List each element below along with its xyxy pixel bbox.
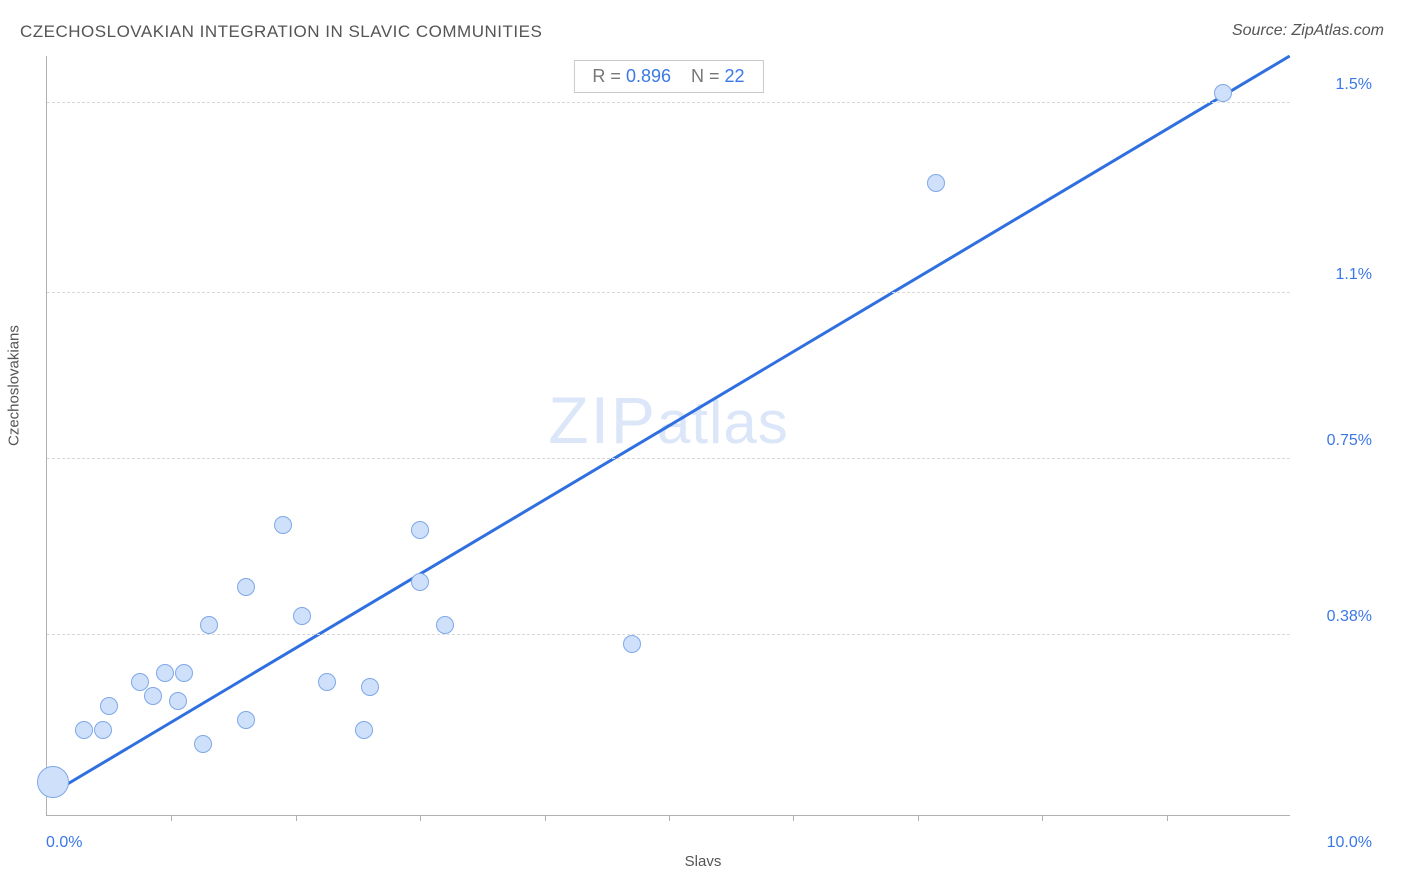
data-point xyxy=(75,721,93,739)
gridline xyxy=(47,458,1290,459)
data-point xyxy=(237,711,255,729)
x-axis-end-label: 10.0% xyxy=(1327,834,1372,852)
trend-line xyxy=(47,56,1290,815)
x-tick xyxy=(918,815,919,821)
data-point xyxy=(293,607,311,625)
y-tick-label: 0.38% xyxy=(1327,608,1372,626)
data-point xyxy=(411,521,429,539)
x-axis-start-label: 0.0% xyxy=(46,834,82,852)
x-tick xyxy=(793,815,794,821)
data-point xyxy=(100,697,118,715)
y-tick-label: 0.75% xyxy=(1327,432,1372,450)
gridline xyxy=(47,634,1290,635)
y-tick-label: 1.5% xyxy=(1336,76,1372,94)
data-point xyxy=(175,664,193,682)
data-point xyxy=(927,174,945,192)
data-point xyxy=(156,664,174,682)
data-point xyxy=(436,616,454,634)
gridline xyxy=(47,292,1290,293)
x-tick xyxy=(545,815,546,821)
data-point xyxy=(200,616,218,634)
data-point xyxy=(194,735,212,753)
data-point xyxy=(355,721,373,739)
data-point xyxy=(274,516,292,534)
data-point xyxy=(37,766,69,798)
data-point xyxy=(144,687,162,705)
data-point xyxy=(361,678,379,696)
data-point xyxy=(94,721,112,739)
x-axis-label: Slavs xyxy=(685,853,722,870)
source-attribution: Source: ZipAtlas.com xyxy=(1232,22,1384,40)
x-tick xyxy=(296,815,297,821)
x-tick xyxy=(1042,815,1043,821)
x-tick xyxy=(171,815,172,821)
chart-title: CZECHOSLOVAKIAN INTEGRATION IN SLAVIC CO… xyxy=(20,22,542,42)
x-tick xyxy=(669,815,670,821)
y-tick-label: 1.1% xyxy=(1336,266,1372,284)
x-tick xyxy=(420,815,421,821)
x-tick xyxy=(1167,815,1168,821)
data-point xyxy=(237,578,255,596)
data-point xyxy=(169,692,187,710)
gridline xyxy=(47,102,1290,103)
data-point xyxy=(411,573,429,591)
data-point xyxy=(1214,84,1232,102)
data-point xyxy=(623,635,641,653)
scatter-plot-area: ZIPatlas R = 0.896 N = 22 0.38%0.75%1.1%… xyxy=(46,56,1290,816)
data-point xyxy=(318,673,336,691)
y-axis-label: Czechoslovakians xyxy=(6,325,23,446)
